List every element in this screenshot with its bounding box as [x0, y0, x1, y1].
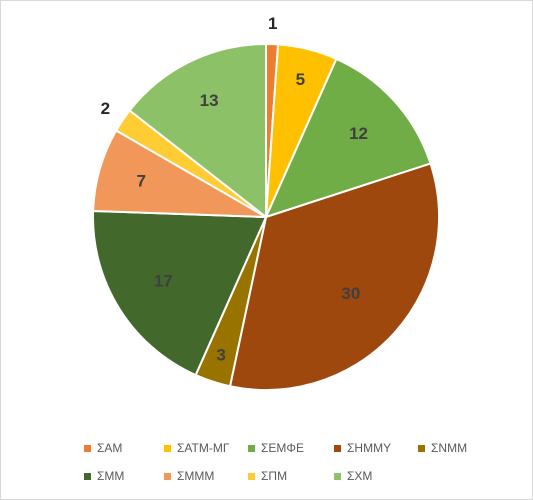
data-label-ΣΕΜΦΕ: 12 — [349, 124, 368, 143]
data-label-ΣΑΤΜ-ΜΓ: 5 — [296, 70, 305, 89]
pie-slice-ΣΕΜΦΕ — [265, 57, 432, 218]
data-label-ΣΜΜ: 17 — [154, 272, 173, 291]
data-label-ΣΗΜΜΥ: 30 — [341, 284, 360, 303]
data-label-ΣΠΜ: 2 — [101, 99, 110, 118]
data-label-ΣΝΜΜ: 3 — [216, 346, 225, 365]
data-label-ΣΜΜΜ: 7 — [137, 172, 146, 191]
data-label-ΣΑΜ: 1 — [268, 14, 277, 33]
data-label-ΣΧΜ: 13 — [200, 91, 219, 110]
pie-slice-ΣΧΜ — [128, 43, 267, 218]
pie-slice-ΣΗΜΜΥ — [229, 162, 440, 391]
pie-slice-ΣΜΜ — [92, 209, 267, 377]
